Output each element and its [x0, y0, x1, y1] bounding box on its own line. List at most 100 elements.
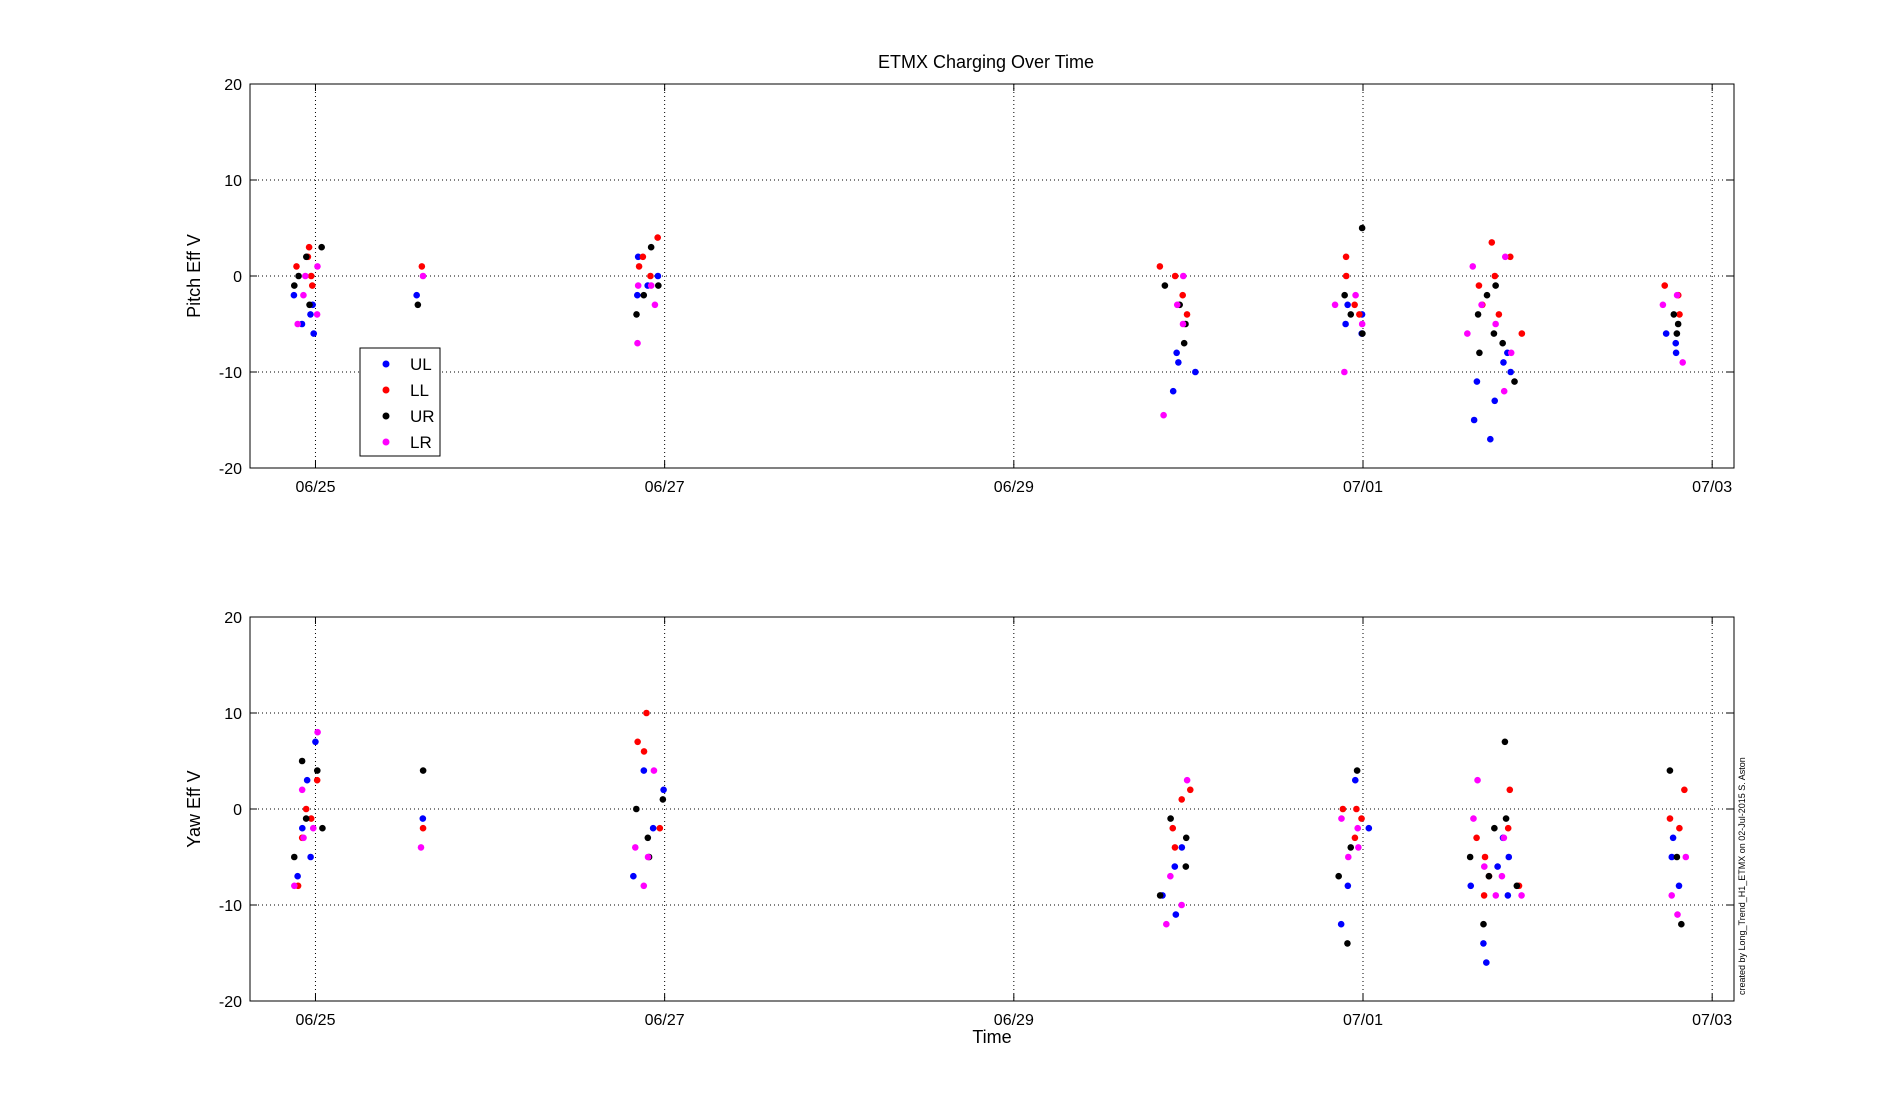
data-point-lr — [1682, 853, 1690, 861]
y-tick-label: -20 — [219, 461, 242, 478]
data-point-ll — [1339, 805, 1347, 813]
data-point-ll — [1186, 786, 1194, 794]
data-point-ur — [1347, 311, 1355, 318]
data-point-ll — [302, 805, 310, 813]
data-point-ul — [1483, 959, 1490, 966]
data-point-ur — [1466, 853, 1474, 861]
data-point-ur — [1359, 330, 1366, 337]
data-point-lr — [1183, 776, 1191, 784]
data-point-ll — [1342, 272, 1350, 280]
y-tick-label: 20 — [224, 610, 242, 627]
data-point-lr — [631, 844, 639, 851]
data-point-lr — [1352, 291, 1359, 299]
data-point-lr — [1498, 872, 1506, 880]
data-point-ur — [1666, 767, 1674, 774]
data-point-ul — [1467, 882, 1475, 890]
data-point-ll — [654, 234, 661, 241]
figure-title: ETMX Charging Over Time — [878, 52, 1094, 72]
data-point-lr — [1478, 301, 1485, 309]
yaw-panel: 06/25 06/27 06/29 07/01 07/03 -20 -10 0 10 20 Yaw … — [184, 610, 1735, 1047]
data-point-ul — [419, 815, 427, 822]
data-point-ll — [1171, 844, 1179, 851]
data-point-ll — [419, 824, 427, 832]
data-point-lr — [300, 291, 307, 299]
data-point-ll — [643, 709, 650, 717]
data-point-ur — [659, 796, 667, 803]
data-point-ur — [655, 282, 662, 289]
data-point-ul — [312, 738, 319, 746]
data-point-ll — [1351, 834, 1359, 842]
data-point-ur — [1476, 349, 1483, 357]
x-tick-label: 06/29 — [994, 479, 1034, 496]
data-point-ll — [1661, 282, 1669, 289]
data-point-ll — [1353, 805, 1360, 813]
data-point-lr — [1492, 892, 1500, 899]
legend-marker-ul — [382, 360, 390, 368]
data-point-lr — [1355, 844, 1362, 851]
legend-marker-lr — [382, 438, 390, 446]
data-point-ll — [313, 776, 321, 784]
x-tick-label: 06/27 — [645, 1012, 685, 1029]
data-point-ll — [656, 824, 664, 832]
data-point-lr — [1668, 892, 1676, 899]
data-point-ur — [1161, 282, 1169, 289]
data-point-lr — [291, 882, 298, 890]
data-point-ul — [1672, 339, 1680, 347]
data-point-ur — [1673, 330, 1681, 337]
data-point-ll — [1495, 311, 1503, 318]
data-point-ll — [1342, 253, 1350, 261]
data-point-ul — [640, 767, 648, 774]
data-point-ul — [1500, 359, 1507, 366]
data-point-ll — [1681, 786, 1688, 794]
data-point-ul — [1175, 359, 1182, 366]
data-point-ul — [307, 311, 314, 318]
data-point-ll — [1178, 796, 1186, 803]
data-point-ur — [1474, 311, 1482, 318]
data-point-lr — [1331, 301, 1339, 309]
data-point-lr — [1173, 301, 1181, 309]
data-point-ur — [1674, 320, 1682, 328]
x-tick-label: 06/25 — [295, 1012, 335, 1029]
data-point-ur — [1182, 834, 1190, 842]
data-point-ll — [293, 263, 300, 270]
data-point-ul — [1344, 882, 1352, 890]
data-point-ll — [1169, 824, 1177, 832]
plot-area — [249, 83, 1735, 469]
legend-marker-ur — [382, 412, 390, 420]
data-point-lr — [644, 853, 652, 861]
data-point-lr — [313, 311, 321, 318]
data-point-ur — [1335, 872, 1342, 880]
data-point-ur — [1490, 330, 1498, 337]
data-point-ll — [1356, 311, 1363, 318]
data-point-ur — [1513, 882, 1521, 890]
data-point-ll — [307, 272, 315, 280]
x-tick-label: 07/03 — [1692, 479, 1732, 496]
data-point-ur — [1678, 920, 1685, 928]
data-point-ur — [419, 767, 427, 774]
data-point-ur — [295, 272, 302, 280]
data-point-ul — [630, 872, 637, 880]
legend-label: LL — [410, 381, 429, 400]
y-tick-label: 0 — [233, 802, 242, 819]
data-point-ll — [1351, 301, 1358, 309]
data-point-ll — [1358, 815, 1365, 822]
data-point-ur — [414, 301, 422, 309]
data-point-ul — [1473, 378, 1481, 385]
x-tick-label: 06/29 — [994, 1012, 1034, 1029]
legend-marker-ll — [382, 386, 390, 394]
data-point-ur — [1670, 311, 1678, 318]
data-point-lr — [1167, 872, 1174, 880]
data-point-lr — [417, 844, 425, 851]
data-point-lr — [1179, 272, 1187, 280]
x-tick-label: 06/27 — [645, 479, 685, 496]
data-point-lr — [419, 272, 427, 280]
data-point-ul — [1480, 940, 1487, 947]
data-point-ul — [294, 872, 301, 880]
data-point-lr — [1679, 359, 1687, 366]
data-point-ur — [1501, 738, 1509, 746]
y-tick-label: -20 — [219, 994, 242, 1011]
data-point-ll — [1480, 892, 1488, 899]
data-point-ll — [418, 263, 426, 270]
y-tick-label: 10 — [224, 173, 242, 190]
data-point-ul — [634, 253, 642, 261]
